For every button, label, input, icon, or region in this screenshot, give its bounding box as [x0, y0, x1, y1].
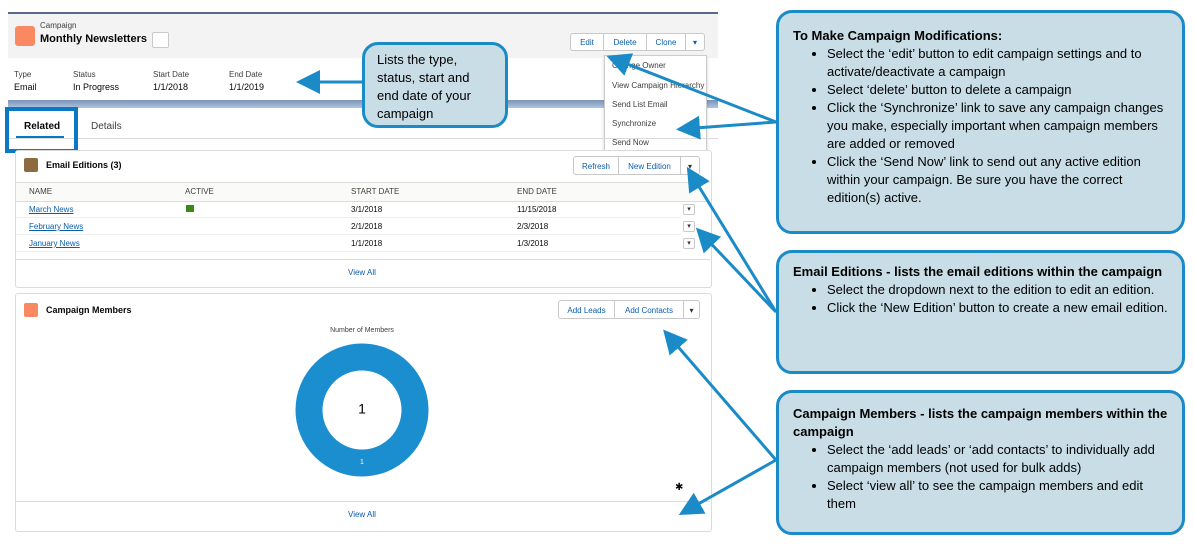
- column-header: END DATE: [517, 187, 557, 196]
- more-button[interactable]: ▾: [685, 33, 705, 51]
- members-icon: [24, 303, 38, 317]
- card-title: Email Editions (3): [46, 160, 122, 170]
- column-header: NAME: [29, 187, 53, 196]
- row-divider: [16, 234, 681, 235]
- view-all-link[interactable]: View All: [348, 268, 376, 277]
- donut-chart: 1 1: [295, 343, 429, 477]
- chart-title: Number of Members: [330, 327, 394, 334]
- callout-title: Campaign Members - lists the campaign me…: [793, 406, 1168, 439]
- column-header: ACTIVE: [185, 187, 214, 196]
- field-value: 1/1/2019: [229, 82, 265, 92]
- callout-text: Lists the type, status, start and end da…: [377, 52, 471, 121]
- edit-button[interactable]: Edit: [570, 33, 604, 51]
- callout-bullet: Select the ‘add leads’ or ‘add contacts’…: [827, 441, 1172, 477]
- donut-ring: [295, 343, 429, 477]
- arrow-group: [296, 53, 778, 515]
- callout: Email Editions - lists the email edition…: [776, 250, 1185, 374]
- field-label: End Date: [229, 70, 263, 79]
- view-all-link[interactable]: View All: [348, 510, 376, 519]
- callout: Campaign Members - lists the campaign me…: [776, 390, 1185, 535]
- campaign-icon: [15, 26, 35, 46]
- callout-bullet: Click the ‘Send Now’ link to send out an…: [827, 153, 1172, 207]
- tab-underline: [16, 136, 64, 138]
- more-button[interactable]: ▾: [683, 300, 700, 319]
- row-menu[interactable]: ▾: [683, 238, 695, 249]
- tab[interactable]: Related: [24, 121, 61, 132]
- campaign-members-card: [15, 293, 712, 532]
- callout-title: To Make Campaign Modifications:: [793, 28, 1003, 43]
- edition-link[interactable]: February News: [29, 222, 84, 231]
- row-menu[interactable]: ▾: [683, 204, 695, 215]
- cell: 1/3/2018: [517, 239, 549, 248]
- edition-link[interactable]: March News: [29, 205, 74, 214]
- active-flag: [186, 205, 194, 212]
- edition-link[interactable]: January News: [29, 239, 80, 248]
- cell: 2/3/2018: [517, 222, 549, 231]
- callout-bullet: Select ‘delete’ button to delete a campa…: [827, 81, 1172, 99]
- field-label: Start Date: [153, 70, 190, 79]
- callout-bullet: Select the ‘edit’ button to edit campaig…: [827, 45, 1172, 81]
- editions-icon: [24, 158, 38, 172]
- object-type: Campaign: [40, 21, 77, 30]
- cell: 3/1/2018: [351, 205, 383, 214]
- callout: To Make Campaign Modifications: Select t…: [776, 10, 1185, 234]
- callout-bullet: Click the ‘Synchronize’ link to save any…: [827, 99, 1172, 153]
- card-title: Campaign Members: [46, 305, 132, 315]
- tab-bar: [8, 108, 718, 139]
- tab[interactable]: Details: [91, 121, 122, 132]
- callout-bullet: Click the ‘New Edition’ button to create…: [827, 299, 1172, 317]
- record-name: Monthly Newsletters: [40, 33, 147, 45]
- callout-list: Select the ‘edit’ button to edit campaig…: [793, 45, 1172, 207]
- column-header: START DATE: [351, 187, 400, 196]
- settings-icon[interactable]: ✱: [675, 482, 684, 493]
- row-divider: [16, 217, 681, 218]
- field-value: Email: [14, 82, 37, 92]
- field-label: Type: [14, 70, 32, 79]
- callout-list: Select the ‘add leads’ or ‘add contacts’…: [793, 441, 1172, 513]
- field-value: In Progress: [73, 82, 120, 92]
- callout-list: Select the dropdown next to the edition …: [793, 281, 1172, 317]
- callout-bullet: Select the dropdown next to the edition …: [827, 281, 1172, 299]
- row-menu[interactable]: ▾: [683, 221, 695, 232]
- callout-title: Email Editions - lists the email edition…: [793, 264, 1163, 279]
- field-value: 1/1/2018: [153, 82, 189, 92]
- field-label: Status: [73, 70, 96, 79]
- card-footer-divider: [16, 501, 710, 502]
- card-footer-divider: [16, 259, 710, 260]
- table-header: [16, 182, 710, 202]
- cell: 1/1/2018: [351, 239, 383, 248]
- menu-item[interactable]: Send List Email: [612, 100, 668, 109]
- cell: 11/15/2018: [517, 205, 557, 214]
- donut-total: 1: [358, 401, 366, 417]
- menu-item[interactable]: View Campaign Hierarchy: [612, 81, 705, 90]
- menu-item[interactable]: Send Now: [612, 138, 649, 147]
- cell: 2/1/2018: [351, 222, 383, 231]
- menu-item[interactable]: Change Owner: [612, 61, 666, 70]
- segment-label: 1: [360, 459, 364, 466]
- menu-item[interactable]: Synchronize: [612, 119, 657, 128]
- callout: Lists the type, status, start and end da…: [362, 42, 508, 128]
- callout-bullet: Select ‘view all’ to see the campaign me…: [827, 477, 1172, 513]
- hierarchy-button[interactable]: [152, 32, 169, 48]
- row-divider: [16, 251, 681, 252]
